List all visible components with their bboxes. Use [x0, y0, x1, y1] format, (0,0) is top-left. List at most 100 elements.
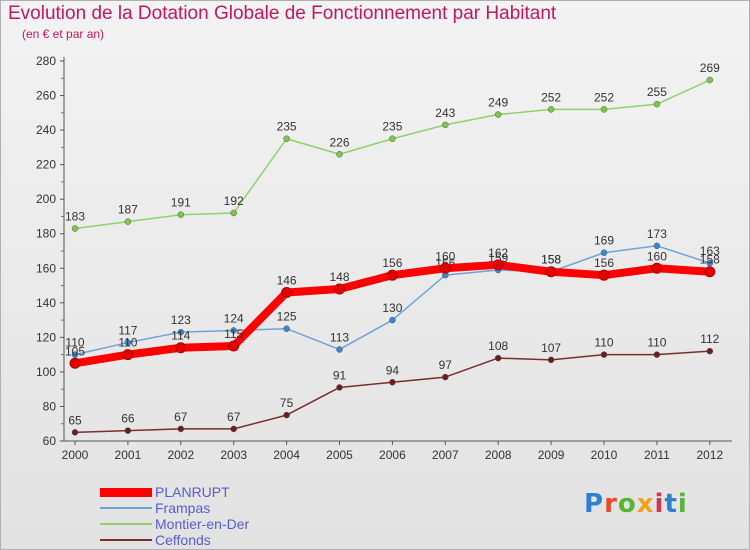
data-label-montier-en-der: 226 [329, 135, 349, 149]
x-tick-label: 2003 [220, 448, 247, 462]
y-tick-label: 160 [36, 261, 56, 275]
data-point-montier-en-der [71, 225, 79, 232]
data-point-ceffonds [177, 425, 185, 433]
data-label-frampas: 169 [594, 234, 614, 248]
y-tick-label: 120 [36, 330, 56, 344]
data-point-montier-en-der [336, 151, 343, 158]
x-tick-label: 2010 [591, 448, 618, 462]
data-point-ceffonds [124, 427, 132, 434]
legend-swatch [100, 488, 152, 497]
y-tick-label: 80 [43, 399, 57, 413]
data-label-ceffonds: 112 [700, 332, 719, 346]
x-tick-label: 2012 [696, 448, 723, 462]
x-tick-label: 2000 [62, 448, 89, 462]
data-point-ceffonds [336, 384, 343, 391]
data-point-montier-en-der [494, 111, 502, 118]
data-label-montier-en-der: 252 [541, 90, 561, 104]
x-tick-label: 2004 [273, 448, 300, 462]
legend-label: Montier-en-Der [155, 516, 250, 532]
data-point-montier-en-der [706, 76, 714, 84]
data-label-planrupt: 156 [594, 256, 614, 270]
data-label-frampas: 110 [65, 336, 84, 350]
data-point-ceffonds [653, 351, 661, 358]
data-point-planrupt [386, 269, 398, 281]
data-label-planrupt: 162 [488, 246, 508, 260]
chart-title: Evolution de la Dotation Globale de Fonc… [8, 3, 557, 24]
data-label-frampas: 173 [647, 227, 667, 241]
data-label-montier-en-der: 255 [647, 85, 667, 99]
data-label-planrupt: 114 [171, 329, 190, 343]
data-label-montier-en-der: 235 [277, 120, 297, 134]
legend-label: Ceffonds [155, 532, 211, 548]
data-label-frampas: 130 [382, 301, 402, 315]
data-label-montier-en-der: 191 [171, 196, 191, 210]
data-point-planrupt [122, 349, 134, 361]
data-point-ceffonds [706, 347, 714, 355]
legend-swatch [100, 507, 152, 509]
data-point-planrupt [704, 266, 716, 278]
x-tick-label: 2001 [115, 448, 142, 462]
x-tick-label: 2007 [432, 448, 459, 462]
y-tick-label: 200 [36, 192, 56, 206]
y-tick-label: 240 [36, 123, 56, 137]
y-tick-label: 140 [36, 296, 56, 310]
data-point-planrupt [598, 269, 610, 281]
data-label-planrupt: 146 [277, 273, 297, 287]
x-tick-label: 2002 [167, 448, 194, 462]
data-point-montier-en-der [600, 106, 608, 113]
x-tick-label: 2006 [379, 448, 406, 462]
data-label-frampas: 117 [118, 324, 137, 338]
data-point-frampas [600, 249, 608, 256]
data-point-planrupt [228, 340, 240, 352]
data-point-ceffonds [71, 429, 79, 436]
data-point-planrupt [281, 286, 293, 298]
y-tick-label: 60 [43, 434, 57, 448]
data-label-planrupt: 158 [541, 253, 561, 267]
data-point-montier-en-der [442, 121, 449, 129]
data-point-planrupt [69, 357, 81, 369]
data-label-ceffonds: 67 [174, 410, 188, 424]
data-label-planrupt: 148 [329, 270, 349, 284]
data-point-ceffonds [547, 356, 555, 364]
y-tick-label: 180 [36, 227, 56, 241]
data-label-ceffonds: 94 [386, 363, 400, 377]
data-label-ceffonds: 110 [647, 336, 666, 350]
data-label-ceffonds: 67 [227, 410, 241, 424]
data-point-planrupt [651, 262, 663, 274]
proxiti-logo: Proxiti [584, 489, 688, 519]
chart-subtitle: (en € et par an) [22, 27, 105, 41]
legend-label: PLANRUPT [155, 484, 230, 500]
data-point-frampas [124, 339, 132, 346]
data-point-montier-en-der [230, 209, 237, 217]
legend-label: Frampas [155, 500, 211, 516]
data-point-frampas [230, 327, 237, 334]
data-label-montier-en-der: 243 [435, 106, 455, 120]
x-tick-label: 2005 [326, 448, 353, 462]
data-label-ceffonds: 65 [68, 413, 82, 427]
data-point-montier-en-der [547, 106, 555, 113]
data-point-frampas [71, 351, 79, 358]
data-label-frampas: 124 [224, 311, 244, 325]
data-label-montier-en-der: 235 [382, 120, 402, 134]
data-point-montier-en-der [124, 218, 132, 225]
data-point-ceffonds [230, 425, 237, 433]
data-point-ceffonds [494, 354, 502, 362]
data-label-frampas: 125 [277, 310, 297, 324]
data-point-planrupt [545, 266, 557, 278]
data-point-planrupt [439, 262, 451, 274]
y-tick-label: 260 [36, 89, 56, 103]
x-tick-label: 2009 [538, 448, 565, 462]
data-label-ceffonds: 110 [594, 336, 613, 350]
data-label-ceffonds: 75 [280, 396, 294, 410]
data-label-montier-en-der: 252 [594, 90, 614, 104]
legend-swatch [100, 539, 152, 541]
data-label-montier-en-der: 269 [700, 61, 720, 75]
y-tick-label: 220 [36, 158, 56, 172]
data-label-planrupt: 158 [700, 253, 720, 267]
data-point-montier-en-der [177, 211, 185, 218]
data-label-planrupt: 115 [224, 327, 243, 341]
data-point-frampas [706, 259, 714, 267]
data-point-frampas [177, 328, 185, 336]
data-label-planrupt: 110 [118, 336, 137, 350]
